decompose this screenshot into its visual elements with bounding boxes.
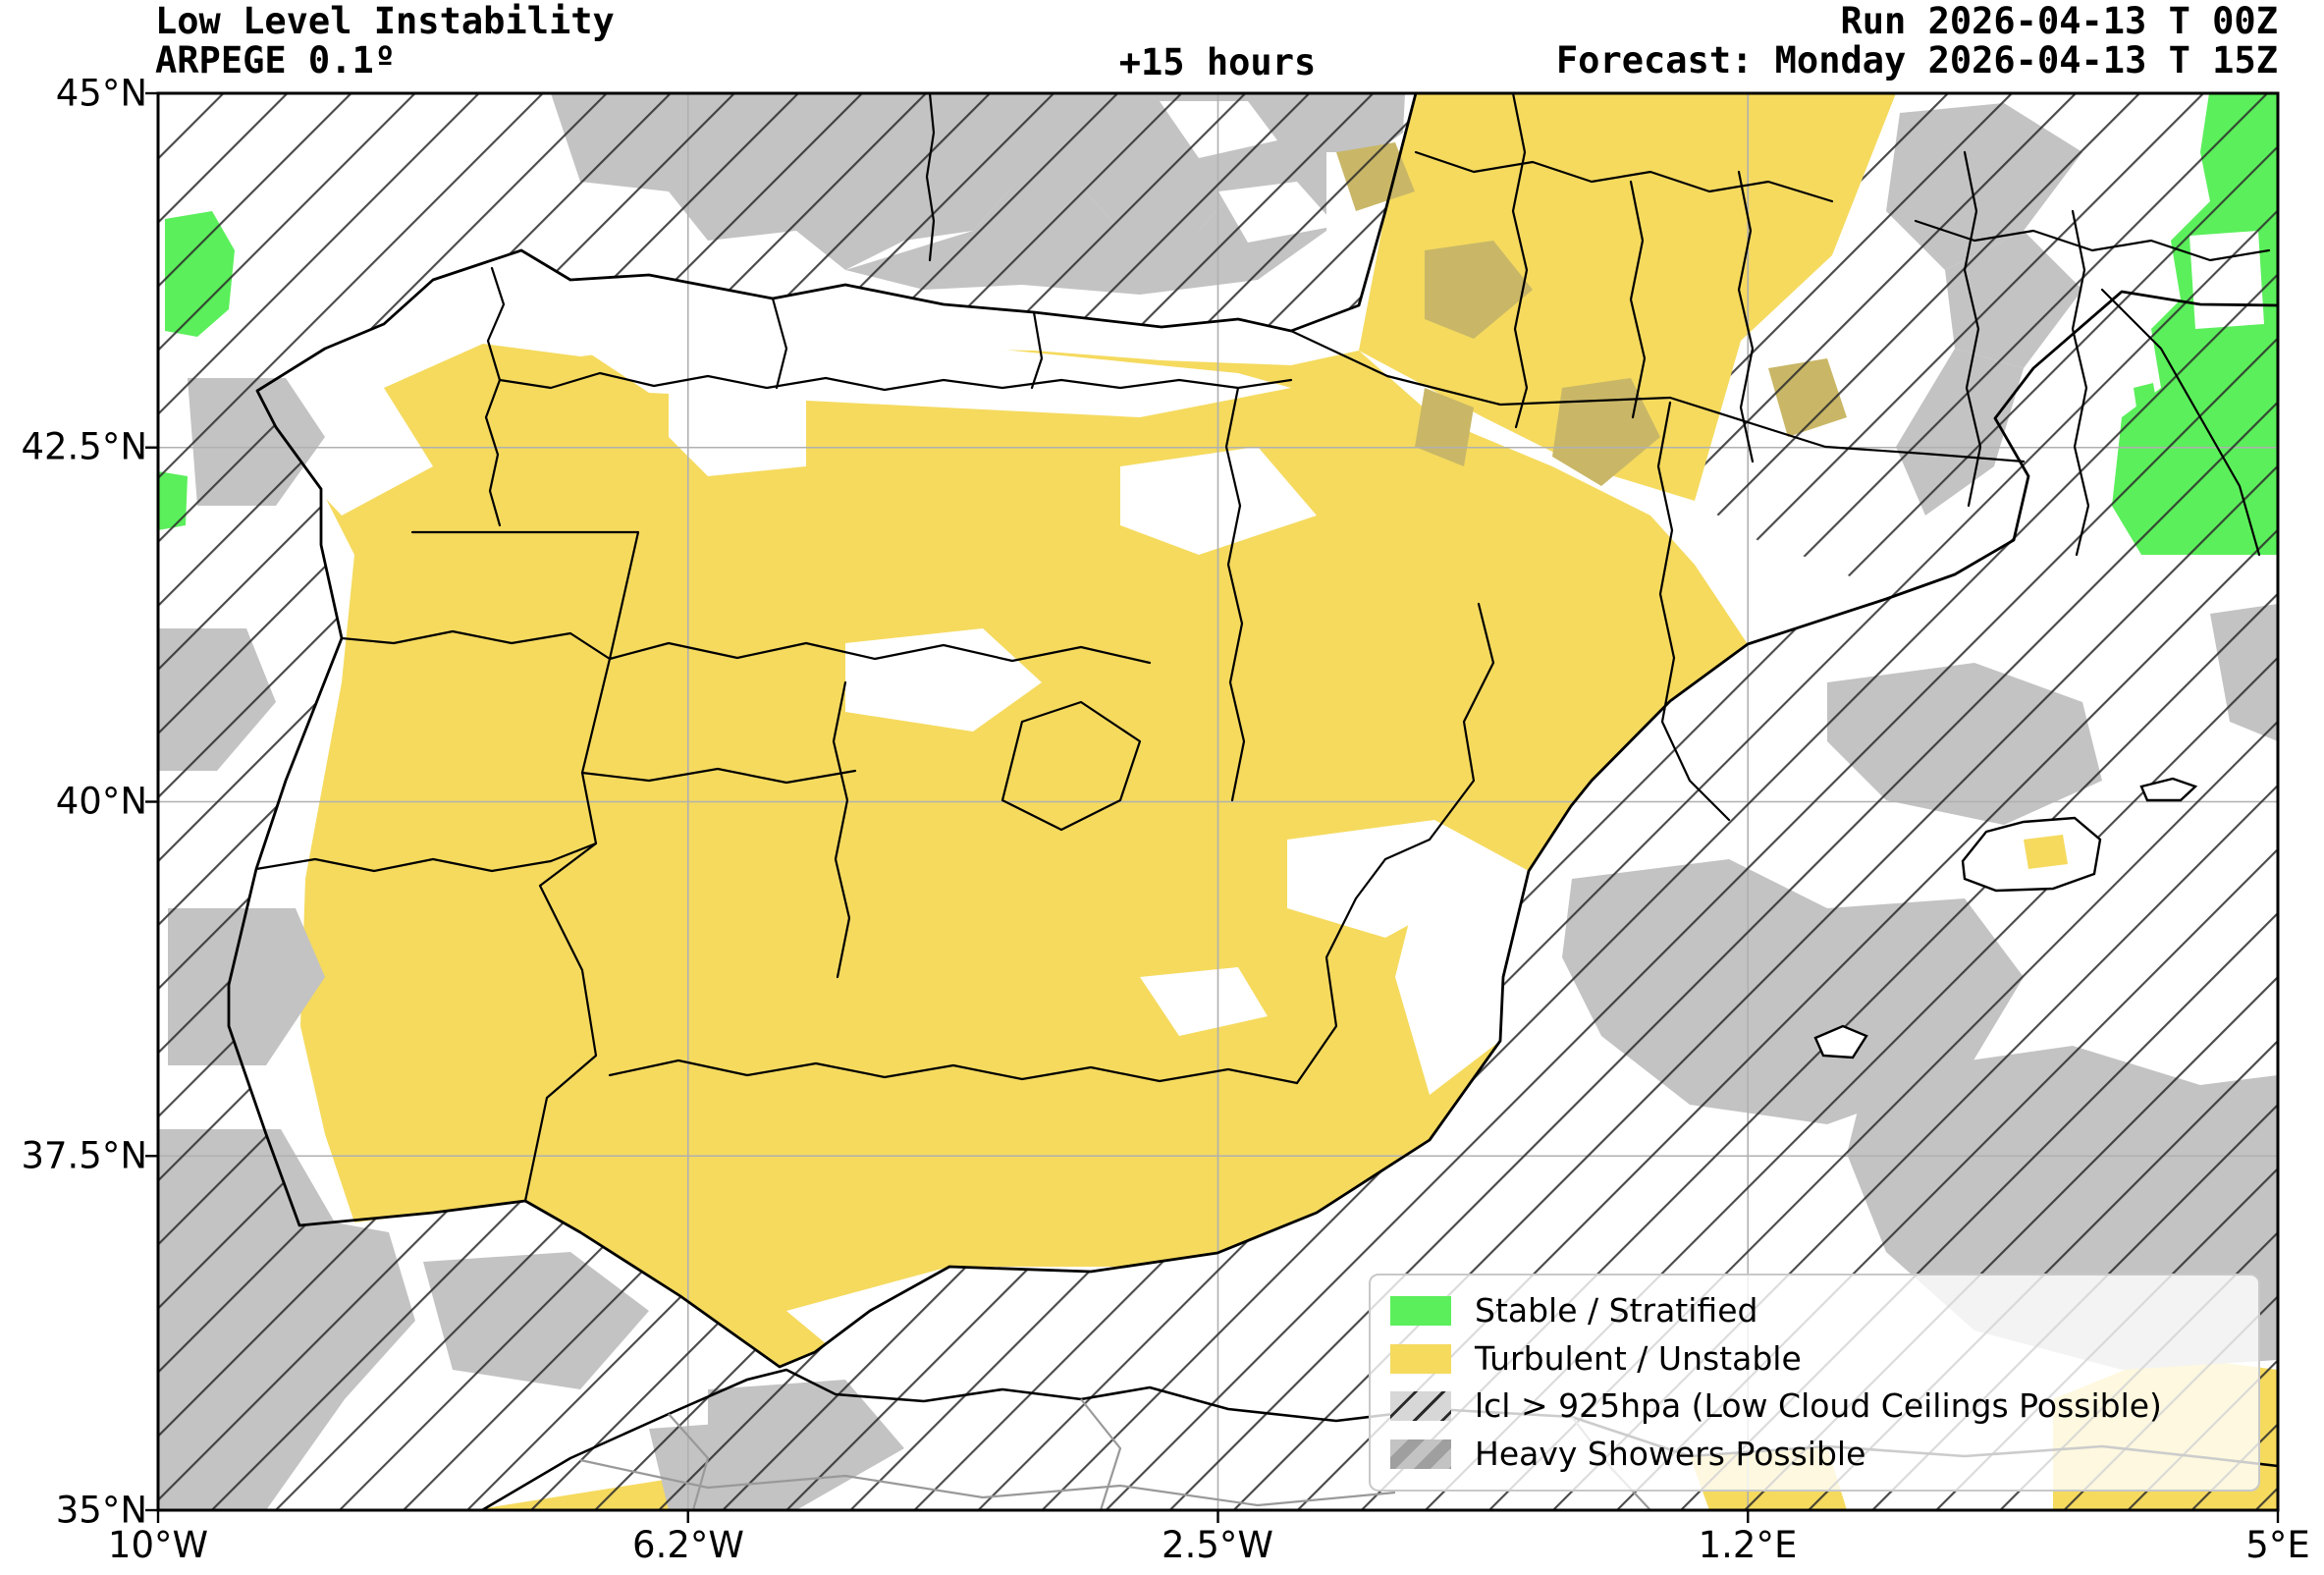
plot-frame <box>145 91 2280 1523</box>
showers-swatch <box>1390 1439 1451 1469</box>
legend-item-stable: Stable / Stratified <box>1390 1289 2239 1332</box>
map-plot-area <box>145 91 2280 1523</box>
page-title: Low Level Instability <box>155 0 615 42</box>
legend-item-lcl: lcl > 925hpa (Low Cloud Ceilings Possibl… <box>1390 1385 2239 1428</box>
x-tick-10w: 10°W <box>107 1524 209 1566</box>
forecast-label: Forecast: Monday 2026-04-13 T 15Z <box>1555 39 2278 81</box>
y-tick-35n: 35°N <box>55 1489 147 1532</box>
x-tick-5e: 5°E <box>2245 1524 2310 1566</box>
run-label: Run 2026-04-13 T 00Z <box>1840 0 2278 42</box>
x-tick-6-2w: 6.2°W <box>632 1524 744 1566</box>
x-tick-2-5w: 2.5°W <box>1162 1524 1273 1566</box>
legend-label: Heavy Showers Possible <box>1475 1434 1866 1473</box>
instability-map <box>145 91 2280 1523</box>
lcl-hatch-swatch <box>1390 1391 1451 1422</box>
mallorca-yellow-patch <box>2024 835 2068 869</box>
y-tick-45n: 45°N <box>55 72 147 115</box>
stable-swatch <box>1390 1296 1451 1326</box>
lead-time-label: +15 hours <box>1118 41 1317 83</box>
y-tick-42-5n: 42.5°N <box>21 425 147 468</box>
legend-label: Stable / Stratified <box>1475 1291 1758 1330</box>
legend-label: Turbulent / Unstable <box>1475 1338 1802 1378</box>
legend: Stable / Stratified Turbulent / Unstable… <box>1369 1274 2260 1492</box>
y-tick-37-5n: 37.5°N <box>21 1134 147 1177</box>
lcl-hatch-overlay <box>158 93 2278 1510</box>
legend-label: lcl > 925hpa (Low Cloud Ceilings Possibl… <box>1475 1386 2162 1426</box>
turbulent-swatch <box>1390 1343 1451 1374</box>
x-tick-1-2e: 1.2°E <box>1698 1524 1798 1566</box>
legend-item-showers: Heavy Showers Possible <box>1390 1433 2239 1476</box>
y-tick-40n: 40°N <box>55 780 147 823</box>
country-province-borders <box>254 91 2271 1203</box>
model-subtitle: ARPEGE 0.1º <box>155 39 397 81</box>
legend-item-turbulent: Turbulent / Unstable <box>1390 1337 2239 1381</box>
